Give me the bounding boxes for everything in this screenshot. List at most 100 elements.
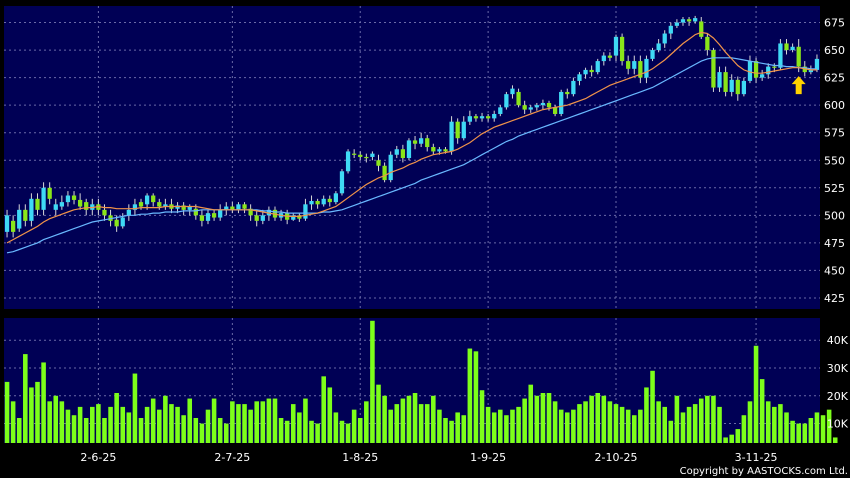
- volume-bar: [242, 404, 247, 443]
- volume-bar: [278, 418, 284, 443]
- candle: [419, 138, 424, 144]
- candle: [601, 55, 606, 62]
- candle: [650, 50, 655, 59]
- candle: [662, 33, 667, 44]
- volume-bar: [132, 373, 138, 443]
- candle: [443, 149, 448, 152]
- volume-bars: [4, 320, 838, 443]
- volume-tick-label: 30K: [827, 362, 849, 375]
- volume-bar: [321, 376, 326, 443]
- volume-bar: [364, 401, 369, 443]
- volume-bar: [625, 409, 631, 443]
- volume-tick-label: 20K: [827, 390, 849, 403]
- volume-bar: [656, 401, 661, 443]
- candle: [534, 105, 539, 108]
- candle: [431, 147, 436, 152]
- volume-bar: [230, 401, 235, 443]
- candle: [181, 205, 186, 210]
- candle: [778, 43, 783, 68]
- date-axis-ticks: 2-6-25 2-7-25 1-8-25 1-9-25 2-10-25 3-11-25: [80, 451, 777, 464]
- volume-bar: [217, 418, 223, 443]
- candle: [59, 202, 64, 207]
- volume-bar: [290, 404, 296, 443]
- date-tick-label: 1-8-25: [342, 451, 378, 464]
- candle: [437, 149, 442, 152]
- candle: [674, 22, 680, 26]
- volume-bar: [571, 409, 576, 443]
- volume-bar: [406, 395, 412, 443]
- candle: [102, 209, 107, 216]
- volume-bar: [753, 345, 759, 443]
- candle: [760, 74, 765, 78]
- volume-bar: [163, 395, 168, 443]
- candle: [303, 204, 308, 219]
- candle: [571, 80, 576, 95]
- candle: [686, 19, 692, 22]
- volume-bar: [565, 412, 570, 443]
- volume-bar: [631, 415, 637, 443]
- volume-bar: [418, 404, 424, 443]
- volume-bar: [437, 409, 442, 443]
- candle: [425, 138, 430, 148]
- latest-price-arrow-icon: [791, 76, 806, 95]
- candle: [187, 206, 192, 210]
- candle: [364, 156, 369, 159]
- candle: [552, 107, 558, 114]
- copyright-text: Copyright by AASTOCKS.com Ltd.: [680, 466, 848, 477]
- volume-bar: [491, 412, 497, 443]
- candle: [626, 61, 631, 69]
- candle: [29, 198, 34, 221]
- candle: [114, 219, 119, 227]
- volume-bar: [692, 404, 698, 443]
- volume-bar: [193, 418, 199, 443]
- volume-bar: [613, 404, 619, 443]
- candle: [370, 153, 375, 157]
- candle: [607, 55, 613, 58]
- candle: [449, 121, 454, 152]
- candle: [583, 69, 588, 75]
- candle: [376, 160, 381, 166]
- price-tick-label: 425: [824, 292, 845, 305]
- volume-bar: [820, 415, 826, 443]
- volume-bar: [717, 406, 722, 443]
- candle: [236, 204, 241, 210]
- candle: [528, 107, 533, 110]
- volume-bar: [284, 420, 290, 443]
- volume-bar: [175, 406, 180, 443]
- volume-bar: [345, 423, 351, 443]
- candle: [772, 66, 777, 68]
- candle: [711, 50, 716, 88]
- date-tick-label: 3-11-25: [735, 451, 778, 464]
- candle: [467, 116, 472, 122]
- date-tick-label: 2-6-25: [80, 451, 116, 464]
- volume-bar: [370, 320, 375, 443]
- candle: [485, 116, 491, 119]
- candle: [656, 43, 661, 51]
- volume-axis-ticks: 10K 20K 30K 40K: [827, 334, 849, 430]
- candle: [729, 79, 734, 92]
- volume-bar: [254, 401, 259, 443]
- volume-bar: [680, 412, 686, 443]
- volume-bar: [187, 398, 193, 443]
- volume-bar: [303, 398, 308, 443]
- candle: [327, 198, 332, 203]
- volume-panel: [4, 318, 820, 443]
- candle: [382, 165, 387, 181]
- volume-bar: [790, 420, 795, 443]
- candle: [546, 102, 552, 108]
- volume-bar: [223, 423, 229, 443]
- volume-bar: [205, 409, 211, 443]
- volume-bar: [23, 354, 28, 443]
- volume-bar: [400, 398, 406, 443]
- moving-average-lines: [6, 31, 817, 254]
- price-axis-ticks: 425 450 475 500 525 550 575 600 625 650 675: [824, 17, 845, 305]
- volume-bar: [759, 379, 765, 443]
- volume-bar: [4, 381, 10, 443]
- candle: [41, 187, 46, 210]
- volume-bar: [248, 409, 253, 443]
- candle: [717, 72, 722, 88]
- candle: [796, 46, 801, 67]
- volume-bar: [826, 409, 832, 443]
- candle: [668, 25, 673, 34]
- volume-bar: [589, 395, 594, 443]
